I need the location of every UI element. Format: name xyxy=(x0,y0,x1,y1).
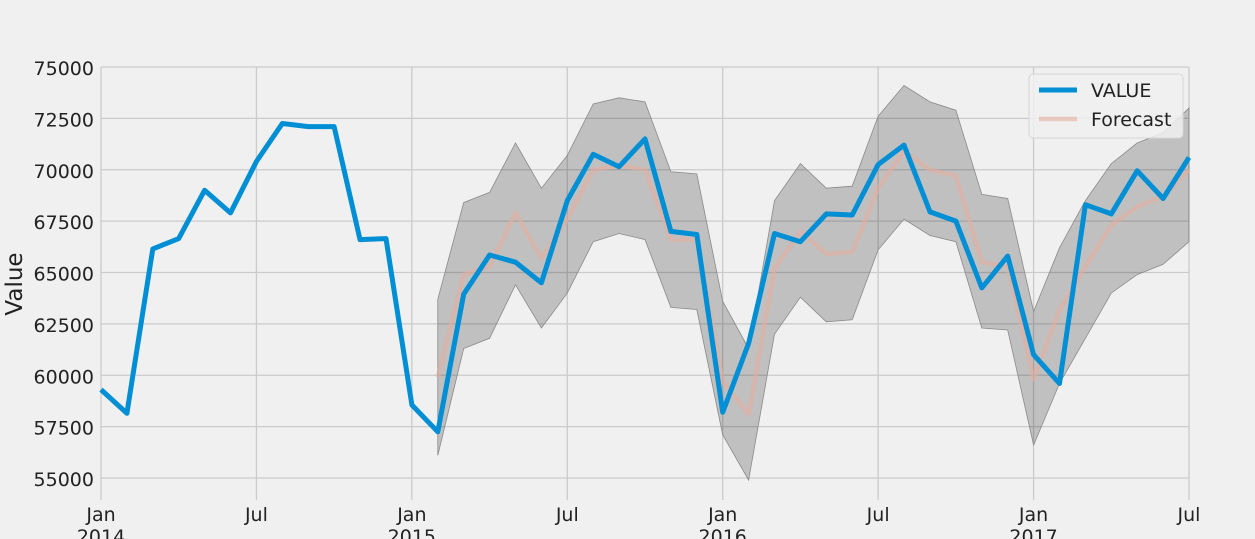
value-line xyxy=(99,121,1192,435)
legend-label-forecast: Forecast xyxy=(1091,109,1171,131)
x-tick-label: Jan xyxy=(1018,504,1048,526)
y-tick-label: 72500 xyxy=(34,109,94,131)
series-lines xyxy=(99,121,1192,435)
x-tick-year-label: 2015 xyxy=(388,526,436,539)
y-tick-label: 57500 xyxy=(34,418,94,440)
x-tick-year-label: 2017 xyxy=(1009,526,1057,539)
forecast-line xyxy=(435,149,1191,417)
grid xyxy=(100,66,1190,500)
y-tick-label: 55000 xyxy=(34,469,94,491)
y-tick-label: 67500 xyxy=(34,212,94,234)
y-tick-label: 65000 xyxy=(34,264,94,286)
x-tick-label: Jan xyxy=(707,504,737,526)
confidence-band xyxy=(437,84,1190,482)
forecast-confidence-band xyxy=(437,84,1190,482)
x-tick-year-label: 2014 xyxy=(77,526,125,539)
legend: VALUE Forecast xyxy=(1028,73,1184,139)
y-tick-label: 60000 xyxy=(34,366,94,388)
legend-label-value: VALUE xyxy=(1091,80,1151,102)
x-tick-label: Jul xyxy=(866,504,890,526)
x-tick-label: Jan xyxy=(85,504,115,526)
y-tick-label: 70000 xyxy=(34,161,94,183)
y-axis-label: Value xyxy=(2,252,28,315)
x-tick-label: Jul xyxy=(244,504,268,526)
x-tick-label: Jul xyxy=(555,504,579,526)
y-axis-ticks: 55000 57500 60000 62500 65000 67500 70000 72500… xyxy=(34,58,94,491)
x-tick-year-label: 2016 xyxy=(699,526,747,539)
y-tick-label: 75000 xyxy=(34,58,94,80)
x-tick-label: Jan xyxy=(396,504,426,526)
y-tick-label: 62500 xyxy=(34,315,94,337)
x-tick-label: Jul xyxy=(1177,504,1201,526)
